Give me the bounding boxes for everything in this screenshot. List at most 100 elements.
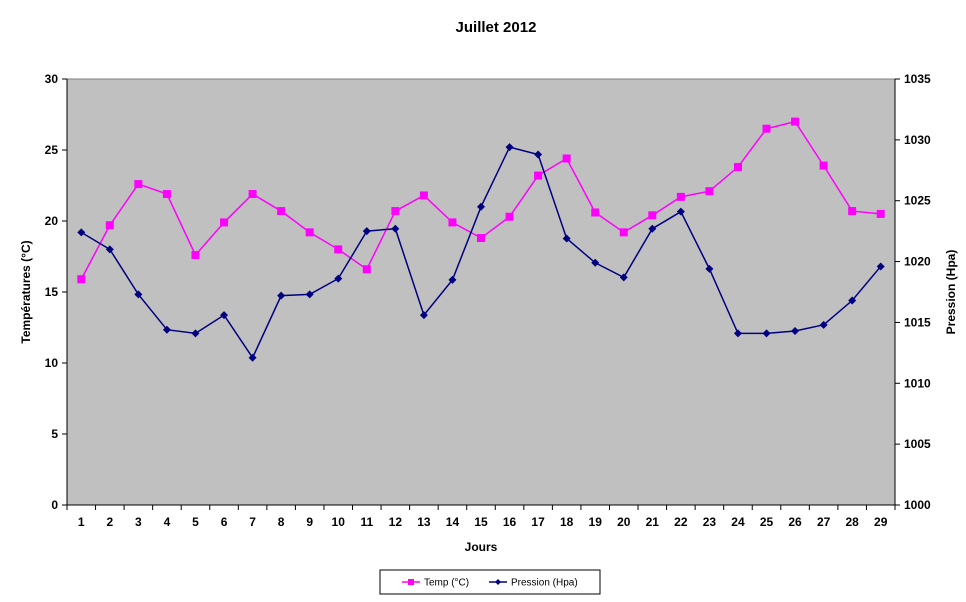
data-point xyxy=(848,207,857,216)
data-point xyxy=(562,234,571,243)
data-point xyxy=(477,202,485,211)
x-tick-label: 24 xyxy=(731,515,745,529)
data-point xyxy=(819,320,828,329)
x-tick-label: 5 xyxy=(192,515,199,529)
x-tick-label: 27 xyxy=(817,515,831,529)
data-point xyxy=(505,143,514,152)
left-y-axis: 0 5 10 15 20 25 30 xyxy=(45,72,68,512)
x-tick-label: 11 xyxy=(360,515,373,529)
data-point xyxy=(591,258,600,267)
data-point xyxy=(162,325,171,334)
data-point xyxy=(534,150,543,159)
data-point xyxy=(848,296,857,305)
x-tick-label: 26 xyxy=(788,515,802,529)
data-point xyxy=(220,311,229,320)
right-tick-label: 1025 xyxy=(904,194,931,208)
right-tick-label: 1020 xyxy=(904,255,931,269)
data-point xyxy=(191,251,200,260)
data-point xyxy=(162,190,171,199)
data-point xyxy=(391,224,400,233)
data-point xyxy=(448,218,457,227)
data-point xyxy=(105,221,114,230)
right-tick-label: 1030 xyxy=(904,133,931,147)
data-point xyxy=(534,171,543,180)
x-tick-label: 15 xyxy=(474,515,488,529)
left-tick-label: 25 xyxy=(45,143,59,157)
legend-swatch-marker xyxy=(408,579,414,585)
data-point xyxy=(334,245,343,254)
data-point xyxy=(505,212,514,221)
x-tick-label: 4 xyxy=(164,515,171,529)
data-point xyxy=(791,117,800,126)
x-tick-label: 23 xyxy=(703,515,717,529)
x-tick-label: 22 xyxy=(674,515,688,529)
data-point xyxy=(134,180,143,189)
x-tick-label: 9 xyxy=(306,515,313,529)
data-point xyxy=(248,353,257,362)
data-point xyxy=(134,290,143,299)
right-tick-label: 1005 xyxy=(904,437,931,451)
x-tick-label: 21 xyxy=(646,515,660,529)
x-axis: 1 2 3 4 5 6 7 8 9 10 11 12 13 14 15 16 17 18 19 20 21 22 23 24 2… xyxy=(66,504,896,529)
x-tick-label: 10 xyxy=(332,515,346,529)
data-point xyxy=(305,290,314,299)
left-tick-label: 10 xyxy=(45,356,59,370)
data-point xyxy=(876,209,885,218)
data-point xyxy=(676,207,685,216)
x-tick-label: 14 xyxy=(446,515,460,529)
data-point xyxy=(791,326,800,335)
x-tick-label: 13 xyxy=(417,515,431,529)
x-tick-label: 17 xyxy=(531,515,545,529)
data-point xyxy=(277,207,286,216)
series-layer xyxy=(77,117,885,362)
right-tick-label: 1010 xyxy=(904,376,931,390)
data-point xyxy=(648,211,657,220)
data-point xyxy=(305,228,314,237)
data-point xyxy=(477,234,485,243)
data-point xyxy=(733,163,742,172)
data-point xyxy=(876,262,885,271)
plot-area xyxy=(66,78,896,506)
data-point xyxy=(77,228,86,237)
data-point xyxy=(619,228,628,237)
data-point xyxy=(248,190,257,199)
chart-title: Juillet 2012 xyxy=(456,19,537,36)
data-point xyxy=(448,275,457,284)
right-tick-label: 1015 xyxy=(904,315,931,329)
legend: Temp (°C) Pression (Hpa) xyxy=(379,569,601,595)
data-point xyxy=(733,329,742,338)
data-point xyxy=(334,274,343,283)
x-axis-title: Jours xyxy=(465,540,498,554)
data-point xyxy=(705,264,714,273)
left-tick-label: 0 xyxy=(51,498,58,512)
x-tick-label: 20 xyxy=(617,515,631,529)
left-tick-label: 15 xyxy=(45,285,59,299)
x-tick-label: 29 xyxy=(874,515,888,529)
x-tick-label: 25 xyxy=(760,515,774,529)
data-point xyxy=(77,275,86,284)
x-tick-label: 3 xyxy=(135,515,142,529)
x-tick-label: 28 xyxy=(845,515,859,529)
right-tick-label: 1000 xyxy=(904,498,931,512)
legend-label: Temp (°C) xyxy=(424,578,469,589)
data-point xyxy=(619,273,628,282)
data-point xyxy=(819,161,828,170)
legend-entry-1: Temp (°C) xyxy=(402,578,469,589)
data-point xyxy=(220,218,229,227)
x-tick-label: 1 xyxy=(78,515,85,529)
data-point xyxy=(277,291,286,300)
data-point xyxy=(419,191,428,200)
x-tick-label: 19 xyxy=(589,515,603,529)
data-point xyxy=(648,224,657,233)
data-point xyxy=(762,124,771,133)
legend-entry-2: Pression (Hpa) xyxy=(489,578,578,589)
data-point xyxy=(391,207,400,216)
x-tick-label: 18 xyxy=(560,515,574,529)
data-point xyxy=(591,208,600,217)
data-point xyxy=(419,311,428,320)
x-tick-label: 6 xyxy=(221,515,228,529)
data-point xyxy=(676,192,685,201)
data-point xyxy=(705,187,714,196)
x-tick-label: 7 xyxy=(249,515,256,529)
